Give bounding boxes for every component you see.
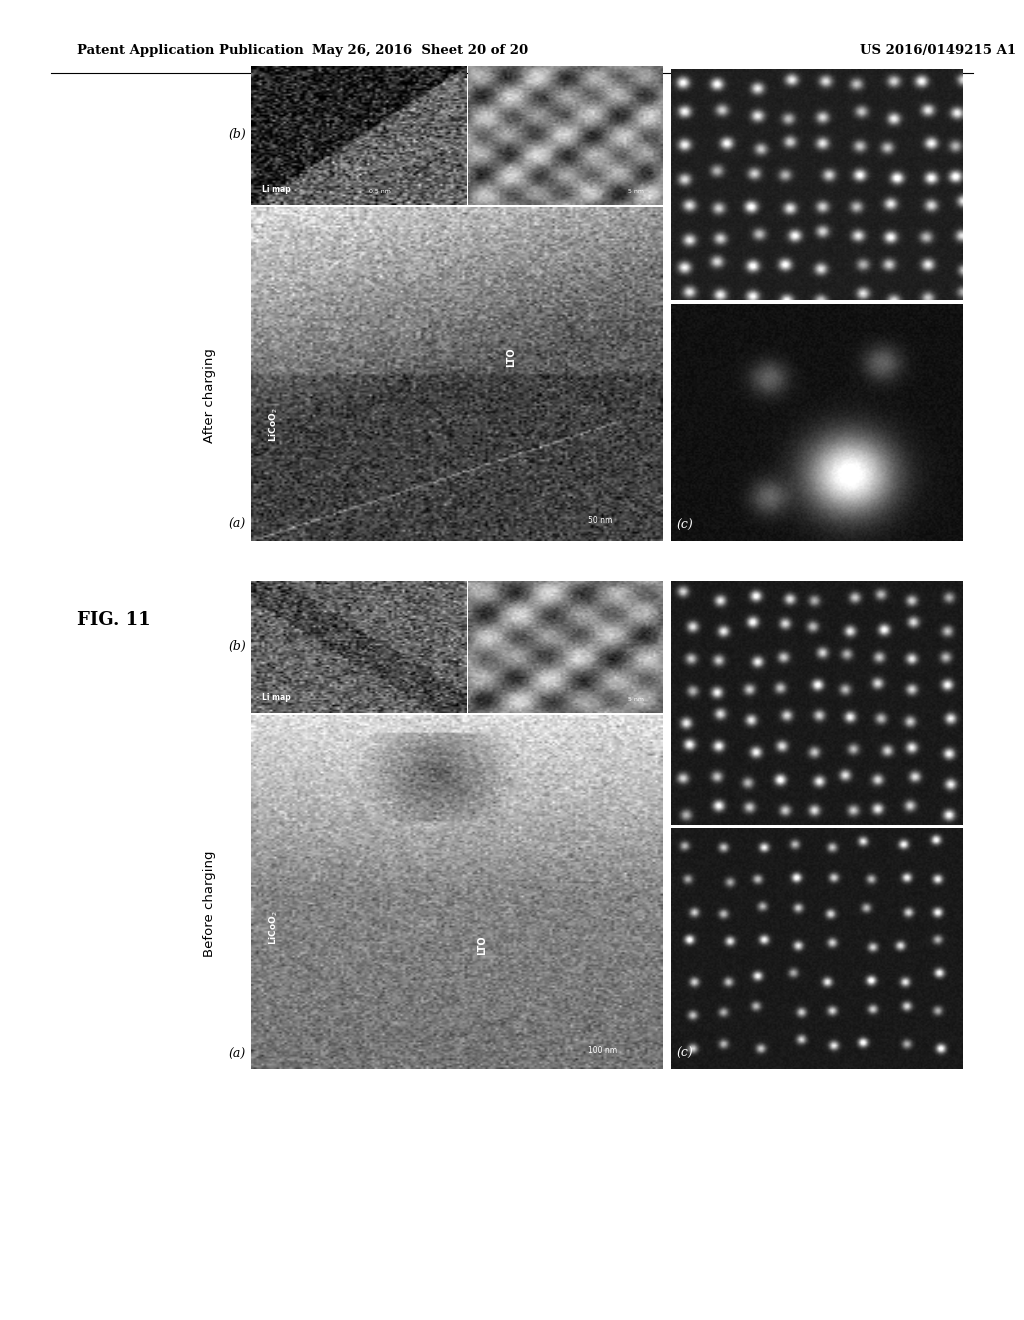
Text: US 2016/0149215 A1: US 2016/0149215 A1 <box>860 44 1016 57</box>
Text: FIG. 11: FIG. 11 <box>77 611 151 630</box>
Text: Patent Application Publication: Patent Application Publication <box>77 44 303 57</box>
Text: 50 nm: 50 nm <box>589 516 612 524</box>
Text: LiCoO$_2$: LiCoO$_2$ <box>267 407 280 442</box>
Text: Li map: Li map <box>262 185 291 194</box>
Text: (a): (a) <box>228 517 246 531</box>
Text: 100 nm: 100 nm <box>589 1045 617 1055</box>
Text: After charging: After charging <box>204 348 216 444</box>
Text: LiCoO$_2$: LiCoO$_2$ <box>267 911 280 945</box>
Text: LTO: LTO <box>506 347 516 367</box>
Text: LTO: LTO <box>477 936 487 956</box>
Text: (c): (c) <box>677 519 693 532</box>
Text: 0.5 nm: 0.5 nm <box>369 189 391 194</box>
Text: May 26, 2016  Sheet 20 of 20: May 26, 2016 Sheet 20 of 20 <box>311 44 528 57</box>
Text: (a): (a) <box>228 1048 246 1061</box>
Text: (c): (c) <box>677 1047 693 1060</box>
Text: 5 nm: 5 nm <box>628 189 643 194</box>
Text: (b): (b) <box>228 640 246 653</box>
Text: Before charging: Before charging <box>204 851 216 957</box>
Text: 5 nm: 5 nm <box>628 697 643 702</box>
Text: (b): (b) <box>228 128 246 141</box>
Text: Li map: Li map <box>262 693 291 702</box>
